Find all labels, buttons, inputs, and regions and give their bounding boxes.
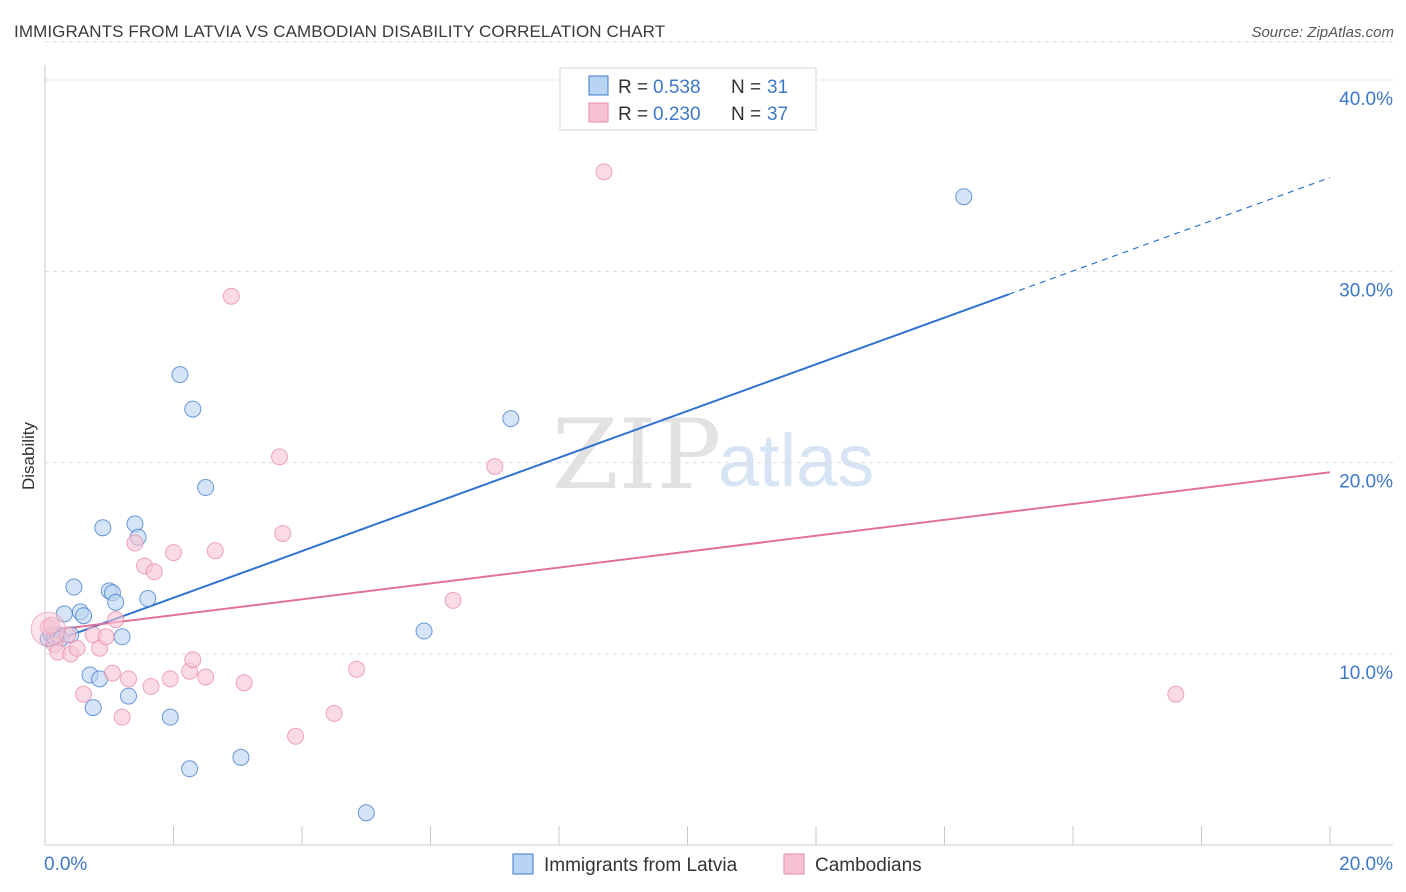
x-tick-label-min: 0.0%: [44, 854, 87, 875]
point-latvia-30: [502, 410, 520, 428]
point-latvia-9: [75, 607, 93, 625]
bottom-legend-swatch-latvia: [512, 853, 534, 875]
point-latvia-13: [94, 519, 112, 537]
point-latvia-16: [107, 593, 125, 611]
point-latvia-7: [65, 578, 83, 596]
point-cambodians-25: [222, 287, 240, 305]
legend-cambodians-n-value: 37: [767, 104, 788, 125]
legend-swatch-latvia: [588, 75, 609, 96]
x-tick-label-max: 20.0%: [1339, 854, 1393, 875]
legend-latvia-r-label: R =: [618, 77, 648, 98]
point-cambodians-24: [206, 542, 224, 560]
point-latvia-23: [171, 366, 189, 384]
y-tick-label-10: 10.0%: [1339, 663, 1393, 684]
point-cambodians-13: [113, 708, 131, 726]
point-cambodians-20: [165, 544, 182, 562]
legend-cambodians-r-value: 0.230: [653, 104, 701, 125]
bottom-legend: Immigrants from Latvia Cambodians: [512, 853, 922, 876]
gridlines: [45, 41, 1393, 655]
point-cambodians-6: [68, 639, 86, 657]
point-cambodians-19: [161, 670, 179, 688]
point-cambodians-29: [287, 727, 305, 745]
bottom-legend-cambodians: Cambodians: [815, 855, 922, 876]
bottom-legend-latvia: Immigrants from Latvia: [544, 855, 738, 876]
legend-latvia-n-label: N =: [731, 77, 761, 98]
point-cambodians-15: [126, 534, 144, 552]
point-cambodians-26: [235, 674, 253, 692]
data-points: [30, 163, 1185, 822]
point-cambodians-14: [120, 670, 138, 688]
point-latvia-24: [181, 760, 199, 778]
chart-source: Source: ZipAtlas.com: [1251, 24, 1394, 41]
point-cambodians-12: [107, 611, 125, 629]
point-cambodians-33: [486, 457, 504, 475]
point-latvia-26: [197, 479, 215, 497]
point-cambodians-11: [103, 664, 121, 682]
point-cambodians-4: [58, 626, 76, 644]
point-latvia-17: [113, 628, 131, 646]
legend-swatch-cambodians: [588, 102, 609, 123]
point-cambodians-32: [444, 591, 462, 609]
axes: 10.0% 20.0% 30.0% 40.0% 0.0% 20.0%: [44, 65, 1393, 875]
point-cambodians-34: [595, 163, 613, 181]
point-cambodians-31: [348, 660, 366, 678]
point-latvia-31: [955, 188, 973, 206]
legend-latvia-r-value: 0.538: [653, 77, 701, 98]
point-cambodians-23: [197, 668, 215, 686]
point-latvia-27: [232, 748, 250, 766]
y-tick-label-30: 30.0%: [1339, 280, 1393, 301]
bottom-legend-swatch-cambodians: [783, 853, 805, 875]
point-cambodians-30: [325, 704, 343, 722]
point-cambodians-27: [271, 448, 289, 466]
point-cambodians-17: [142, 678, 160, 696]
point-cambodians-28: [274, 524, 292, 542]
point-cambodians-35: [1167, 685, 1185, 703]
y-tick-label-40: 40.0%: [1339, 89, 1393, 110]
point-latvia-25: [184, 400, 202, 418]
trend-line-cambodians: [44, 471, 1331, 633]
chart-title: IMMIGRANTS FROM LATVIA VS CAMBODIAN DISA…: [14, 22, 666, 41]
legend-latvia-n-value: 31: [767, 77, 788, 98]
watermark-atlas: atlas: [718, 419, 874, 502]
y-tick-label-20: 20.0%: [1339, 472, 1393, 493]
point-latvia-11: [84, 699, 102, 717]
y-axis-label: Disability: [19, 421, 38, 490]
watermark-zip: ZIP: [552, 399, 721, 511]
point-latvia-28: [357, 804, 375, 822]
point-latvia-21: [139, 590, 157, 608]
point-cambodians-22: [184, 651, 202, 669]
point-cambodians-7: [75, 685, 93, 703]
point-cambodians-1: [42, 616, 60, 634]
legend-cambodians-r-label: R =: [618, 104, 648, 125]
legend: R = 0.538 N = 31 R = 0.230 N = 37: [559, 67, 817, 131]
trend-line-latvia: [44, 293, 1010, 646]
point-latvia-29: [415, 622, 433, 640]
point-cambodians-18: [145, 563, 163, 581]
point-cluster-origin: [30, 611, 66, 647]
trend-lines: [44, 177, 1331, 646]
point-latvia-18: [120, 687, 138, 705]
point-latvia-22: [161, 708, 179, 726]
legend-cambodians-n-label: N =: [731, 104, 761, 125]
point-cambodians-10: [97, 628, 115, 646]
trend-line-latvia-extension: [1008, 177, 1331, 295]
